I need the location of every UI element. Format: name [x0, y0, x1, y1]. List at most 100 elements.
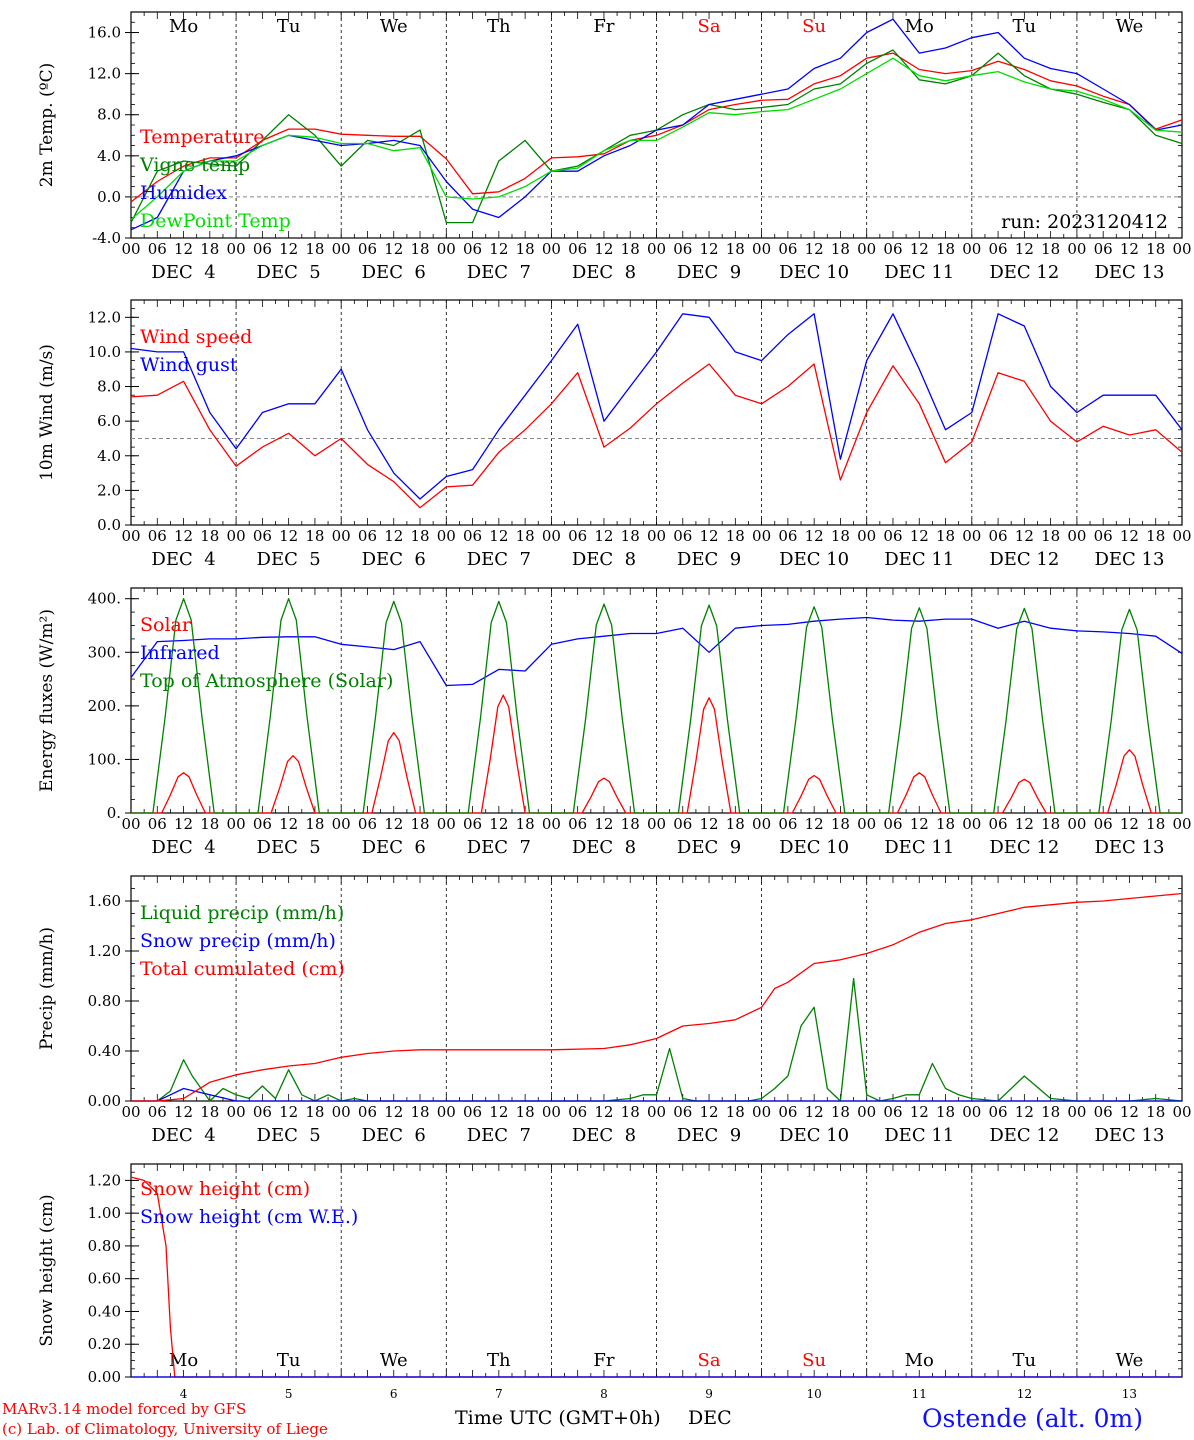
hour-label: 00	[647, 240, 666, 258]
y-tick-label: 1.20	[88, 942, 121, 960]
y-tick-label: 400.	[88, 590, 121, 608]
date-label: DEC 11	[884, 1125, 954, 1146]
y-tick-label: 0.00	[88, 1092, 121, 1110]
station-name: Ostende (alt. 0m)	[922, 1404, 1143, 1433]
date-label: DEC 9	[677, 262, 741, 283]
date-label: DEC 12	[989, 549, 1059, 570]
date-label: DEC 4	[151, 549, 215, 570]
series-snow-precip-mm-h	[131, 1087, 1182, 1102]
hour-label: 18	[410, 1103, 429, 1121]
hour-label: 00	[437, 1103, 456, 1121]
hour-label: 06	[883, 527, 902, 545]
hour-label: 06	[778, 527, 797, 545]
weekday-label: Sa	[698, 16, 721, 37]
hour-label: 00	[752, 815, 771, 833]
hour-label: 12	[384, 815, 403, 833]
hour-label: 18	[831, 240, 850, 258]
hour-label: 06	[673, 1103, 692, 1121]
y-tick-label: -4.0	[92, 229, 121, 247]
hour-label: 00	[1067, 815, 1086, 833]
legend-entry: Top of Atmosphere (Solar)	[140, 670, 393, 692]
hour-label: 18	[936, 240, 955, 258]
weekday-label: Mo	[905, 16, 934, 37]
hour-label: 00	[542, 1103, 561, 1121]
hour-label: 12	[1015, 240, 1034, 258]
hour-label: 12	[594, 1103, 613, 1121]
y-tick-label: 6.0	[97, 412, 121, 430]
hour-label: 12	[594, 240, 613, 258]
hour-label: 00	[752, 1103, 771, 1121]
hour-label: 18	[1146, 1103, 1165, 1121]
hour-label: 00	[857, 1103, 876, 1121]
hour-label: 06	[148, 527, 167, 545]
date-label: DEC 6	[362, 837, 426, 858]
hour-label: 00	[121, 815, 140, 833]
hour-label: 18	[516, 240, 535, 258]
hour-label: 00	[542, 527, 561, 545]
y-tick-label: 0.40	[88, 1042, 121, 1060]
hour-label: 12	[805, 527, 824, 545]
day-number: 5	[285, 1387, 293, 1401]
hour-label: 12	[700, 527, 719, 545]
hour-label: 12	[594, 815, 613, 833]
hour-label: 12	[384, 240, 403, 258]
hour-label: 12	[384, 1103, 403, 1121]
hour-label: 18	[936, 527, 955, 545]
hour-label: 12	[1015, 815, 1034, 833]
hour-label: 12	[279, 240, 298, 258]
hour-label: 18	[200, 240, 219, 258]
legend-entry: Temperature	[140, 126, 264, 148]
hour-label: 18	[1146, 815, 1165, 833]
hour-label: 00	[121, 527, 140, 545]
y-axis-label: 10m Wind (m/s)	[37, 344, 57, 481]
hour-label: 06	[463, 240, 482, 258]
date-label: DEC 4	[151, 837, 215, 858]
date-label: DEC 5	[257, 262, 321, 283]
y-axis-label: Energy fluxes (W/m²)	[37, 609, 57, 792]
y-tick-label: 10.0	[88, 343, 121, 361]
hour-label: 00	[1172, 815, 1191, 833]
weekday-label: Tu	[277, 1350, 301, 1371]
hour-label: 12	[805, 240, 824, 258]
hour-label: 12	[174, 527, 193, 545]
hour-label: 18	[936, 815, 955, 833]
day-number: 9	[705, 1387, 713, 1401]
hour-label: 18	[831, 815, 850, 833]
hour-label: 06	[358, 1103, 377, 1121]
hour-label: 18	[621, 1103, 640, 1121]
y-tick-label: 16.0	[88, 24, 121, 42]
date-label: DEC 6	[362, 262, 426, 283]
day-number: 10	[807, 1387, 822, 1401]
panel-4: 0.00 0.40 0.80 1.20 1.60 Precip (mm/h) 00 06 12 1…	[37, 875, 1192, 1146]
hour-label: 18	[516, 1103, 535, 1121]
hour-label: 18	[200, 815, 219, 833]
date-label: DEC 5	[257, 1125, 321, 1146]
hour-label: 18	[305, 240, 324, 258]
hour-label: 12	[489, 240, 508, 258]
hour-label: 00	[647, 527, 666, 545]
hour-label: 06	[778, 240, 797, 258]
hour-label: 12	[594, 527, 613, 545]
date-label: DEC 11	[884, 549, 954, 570]
hour-label: 06	[463, 815, 482, 833]
hour-label: 12	[1120, 1103, 1139, 1121]
hour-label: 00	[1067, 240, 1086, 258]
date-label: DEC 7	[467, 837, 531, 858]
date-label: DEC 10	[779, 837, 849, 858]
day-number: 6	[390, 1387, 398, 1401]
series-liquid-precip-mm-h	[131, 977, 1183, 1102]
y-tick-label: 4.0	[97, 447, 121, 465]
legend-entry: Solar	[140, 614, 192, 636]
weekday-label: Tu	[1013, 1350, 1037, 1371]
date-label: DEC 5	[257, 837, 321, 858]
date-label: DEC 13	[1094, 837, 1164, 858]
date-label: DEC 4	[151, 262, 215, 283]
hour-label: 00	[752, 527, 771, 545]
series-solar	[131, 694, 1182, 814]
legend-entry: Infrared	[140, 642, 220, 664]
date-label: DEC 7	[467, 262, 531, 283]
date-label: DEC 9	[677, 837, 741, 858]
date-label: DEC 5	[257, 549, 321, 570]
hour-label: 12	[384, 527, 403, 545]
